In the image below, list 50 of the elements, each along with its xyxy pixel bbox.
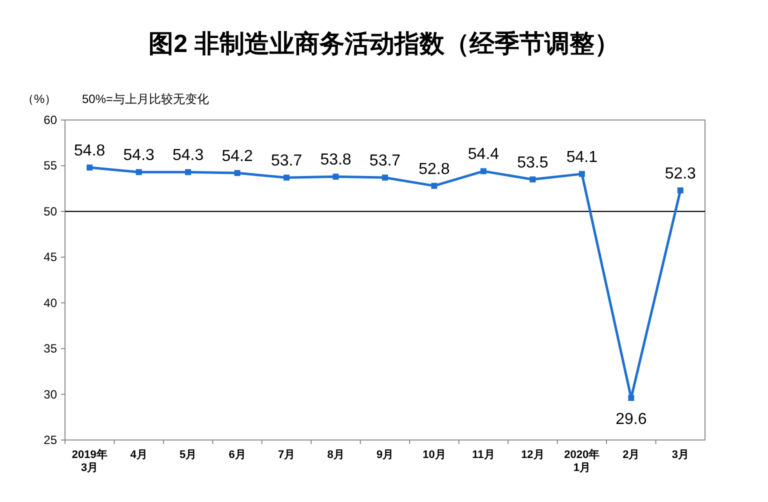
point	[677, 187, 684, 194]
x-tick-label: 11月	[472, 449, 495, 461]
y-tick-label: 25	[44, 433, 58, 447]
point	[86, 164, 93, 171]
point	[578, 170, 585, 177]
y-tick-label: 35	[44, 342, 58, 356]
point	[185, 169, 192, 176]
x-tick-label: 12月	[521, 449, 544, 461]
x-tick-label: 9月	[376, 449, 394, 461]
data-label: 54.8	[74, 142, 106, 160]
y-tick-label: 30	[44, 387, 58, 402]
point	[480, 168, 486, 174]
data-label: 52.3	[664, 165, 696, 182]
data-label: 53.7	[369, 152, 401, 170]
x-tick-label: 4月	[130, 449, 148, 461]
y-tick-label: 40	[44, 296, 58, 310]
data-label: 52.8	[418, 160, 450, 178]
data-label: 54.4	[468, 146, 500, 164]
y-tick-label: 55	[44, 158, 58, 173]
point	[530, 176, 536, 182]
point	[136, 169, 142, 176]
x-tick-label: 5月	[180, 449, 197, 461]
point	[382, 174, 388, 181]
y-tick-label: 50	[44, 204, 58, 218]
x-tick-label: 2019年 3月	[72, 448, 108, 474]
x-tick-label: 3月	[672, 449, 689, 461]
y-axis-title: （%）	[22, 92, 57, 106]
data-label: 54.2	[222, 148, 253, 166]
x-tick-label: 6月	[228, 449, 246, 461]
data-label: 53.8	[320, 152, 352, 169]
point	[431, 182, 438, 189]
data-label: 54.1	[566, 148, 598, 166]
x-tick-label: 8月	[327, 449, 344, 461]
data-label: 53.7	[270, 152, 302, 170]
data-label: 54.3	[123, 147, 155, 164]
x-tick-label: 2020年 1月	[564, 448, 600, 474]
x-tick-label: 2月	[622, 449, 640, 461]
y-tick-label: 45	[44, 250, 58, 264]
data-label: 53.5	[517, 154, 548, 172]
text: 50%=与上月比较无变化	[82, 92, 210, 106]
y-tick-label: 60	[44, 113, 58, 127]
point	[332, 174, 339, 180]
x-tick-label: 7月	[278, 449, 296, 461]
point	[234, 170, 240, 176]
data-label: 54.3	[172, 147, 204, 164]
chart-title: 图2 非制造业商务活动指数（经季节调整）	[148, 30, 620, 58]
point	[628, 394, 634, 401]
data-label: 29.6	[616, 410, 647, 428]
point	[284, 174, 290, 181]
x-tick-label: 10月	[422, 449, 446, 461]
